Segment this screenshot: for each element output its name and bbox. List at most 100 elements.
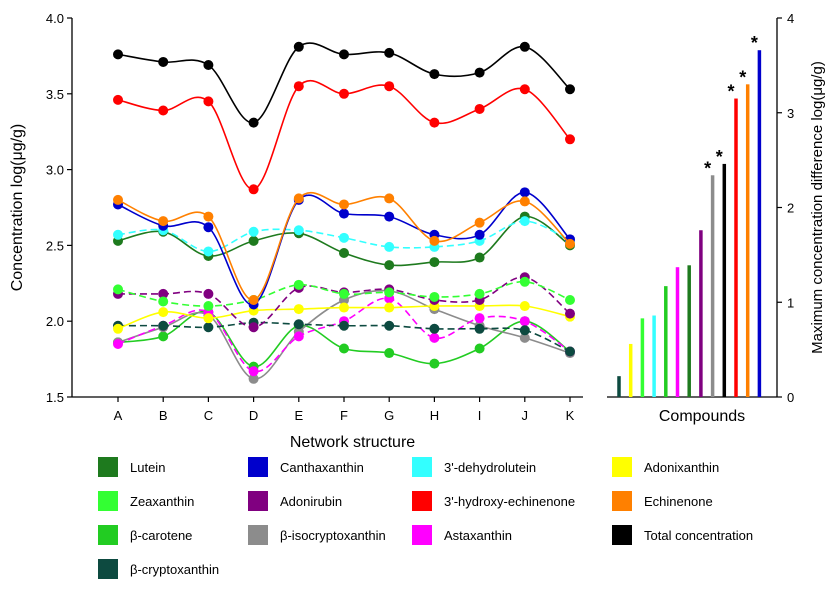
data-point-echinenone <box>429 235 440 246</box>
legend-swatch <box>98 525 118 545</box>
data-point-cryptoxanthin <box>565 346 575 357</box>
data-point-astaxanthin <box>113 338 123 349</box>
data-point-adonixanthin <box>339 302 349 313</box>
data-point-carotene <box>384 348 395 359</box>
data-point-echinenone <box>565 238 575 249</box>
data-point-cryptoxanthin <box>519 325 530 336</box>
data-point-total-concentration <box>429 69 440 80</box>
data-point-3-hydroxy-echinenone <box>519 84 530 95</box>
data-point-3-hydroxy-echinenone <box>113 94 123 105</box>
legend-label: Echinenone <box>644 493 713 509</box>
data-point-canthaxanthin <box>339 208 349 219</box>
bar <box>722 163 727 397</box>
data-point-3-dehydrolutein <box>248 226 259 237</box>
data-point-zeaxanthin <box>339 288 349 299</box>
y-axis-label: Concentration log(μg/g) <box>9 124 26 292</box>
data-point-astaxanthin <box>248 366 259 377</box>
legend-swatch <box>98 457 118 477</box>
legend-swatch <box>412 525 432 545</box>
data-point-total-concentration <box>519 41 530 52</box>
data-point-zeaxanthin <box>384 287 395 298</box>
data-point-total-concentration <box>474 67 485 78</box>
x-tick-label: D <box>249 408 258 423</box>
legend-label: β-isocryptoxanthin <box>280 527 386 543</box>
data-point-cryptoxanthin <box>384 320 395 331</box>
data-point-cryptoxanthin <box>158 320 169 331</box>
data-point-zeaxanthin <box>113 284 123 295</box>
data-point-echinenone <box>519 196 530 207</box>
bar <box>710 175 715 397</box>
data-point-3-dehydrolutein <box>384 241 395 252</box>
data-point-cryptoxanthin <box>293 319 304 330</box>
legend-swatch <box>248 457 268 477</box>
data-point-adonirubin <box>248 322 259 333</box>
legend-label: β-carotene <box>130 527 193 543</box>
legend-label: 3'-hydroxy-echinenone <box>444 493 576 509</box>
legend-swatch <box>98 491 118 511</box>
data-point-echinenone <box>203 211 214 222</box>
legend-swatch <box>98 559 118 579</box>
legend-label: Adonirubin <box>280 493 343 509</box>
legend-item: Zeaxanthin <box>98 491 194 511</box>
data-point-total-concentration <box>293 41 304 52</box>
data-point-3-hydroxy-echinenone <box>339 88 349 99</box>
data-point-echinenone <box>293 193 304 204</box>
data-point-lutein <box>248 235 259 246</box>
data-point-astaxanthin <box>429 332 440 343</box>
bar <box>617 376 621 397</box>
y-tick-label: 2.5 <box>46 238 64 253</box>
right-y-tick-label: 1 <box>787 295 794 310</box>
right-y-tick-label: 3 <box>787 106 794 121</box>
significance-star: * <box>751 33 758 53</box>
data-point-cryptoxanthin <box>429 323 440 334</box>
right-y-tick-label: 4 <box>787 11 794 26</box>
data-point-zeaxanthin <box>203 301 214 312</box>
legend-item: Adonirubin <box>248 491 342 511</box>
bar <box>664 286 668 397</box>
legend-item: 3'-dehydrolutein <box>412 457 536 477</box>
bar <box>699 230 703 397</box>
right-y-axis-label: Maximum concentration difference log(μg/… <box>809 61 826 354</box>
bar <box>628 343 633 397</box>
data-point-echinenone <box>339 199 349 210</box>
bar <box>734 98 738 397</box>
data-point-3-hydroxy-echinenone <box>384 81 395 92</box>
data-point-canthaxanthin <box>203 222 214 233</box>
significance-star: * <box>704 158 711 178</box>
significance-star: * <box>739 67 746 87</box>
data-point-canthaxanthin <box>519 187 530 198</box>
x-tick-label: F <box>340 408 348 423</box>
data-point-carotene <box>158 331 169 342</box>
legend-swatch <box>412 491 432 511</box>
data-point-zeaxanthin <box>158 296 169 307</box>
legend-label: β-cryptoxanthin <box>130 561 220 577</box>
data-point-lutein <box>474 252 485 263</box>
legend-swatch <box>412 457 432 477</box>
x-tick-label: B <box>159 408 168 423</box>
data-point-adonirubin <box>158 288 169 299</box>
data-point-astaxanthin <box>519 316 530 327</box>
data-point-adonixanthin <box>384 302 395 313</box>
x-axis-label: Network structure <box>290 434 415 451</box>
bar <box>652 315 656 397</box>
legend-label: Adonixanthin <box>644 459 720 475</box>
x-tick-label: K <box>566 408 575 423</box>
legend-swatch <box>248 491 268 511</box>
data-point-3-hydroxy-echinenone <box>429 117 440 128</box>
data-point-3-dehydrolutein <box>293 225 304 236</box>
data-point-total-concentration <box>158 56 169 67</box>
data-point-adonirubin <box>565 308 575 319</box>
y-tick-label: 3.5 <box>46 87 64 102</box>
significance-star: * <box>727 82 734 102</box>
legend-swatch <box>612 491 632 511</box>
data-point-total-concentration <box>384 47 395 58</box>
data-point-carotene <box>339 343 349 354</box>
data-point-3-dehydrolutein <box>519 216 530 227</box>
data-point-canthaxanthin <box>474 229 485 240</box>
data-point-3-hydroxy-echinenone <box>158 105 169 116</box>
data-point-zeaxanthin <box>474 288 485 299</box>
y-tick-label: 1.5 <box>46 390 64 405</box>
